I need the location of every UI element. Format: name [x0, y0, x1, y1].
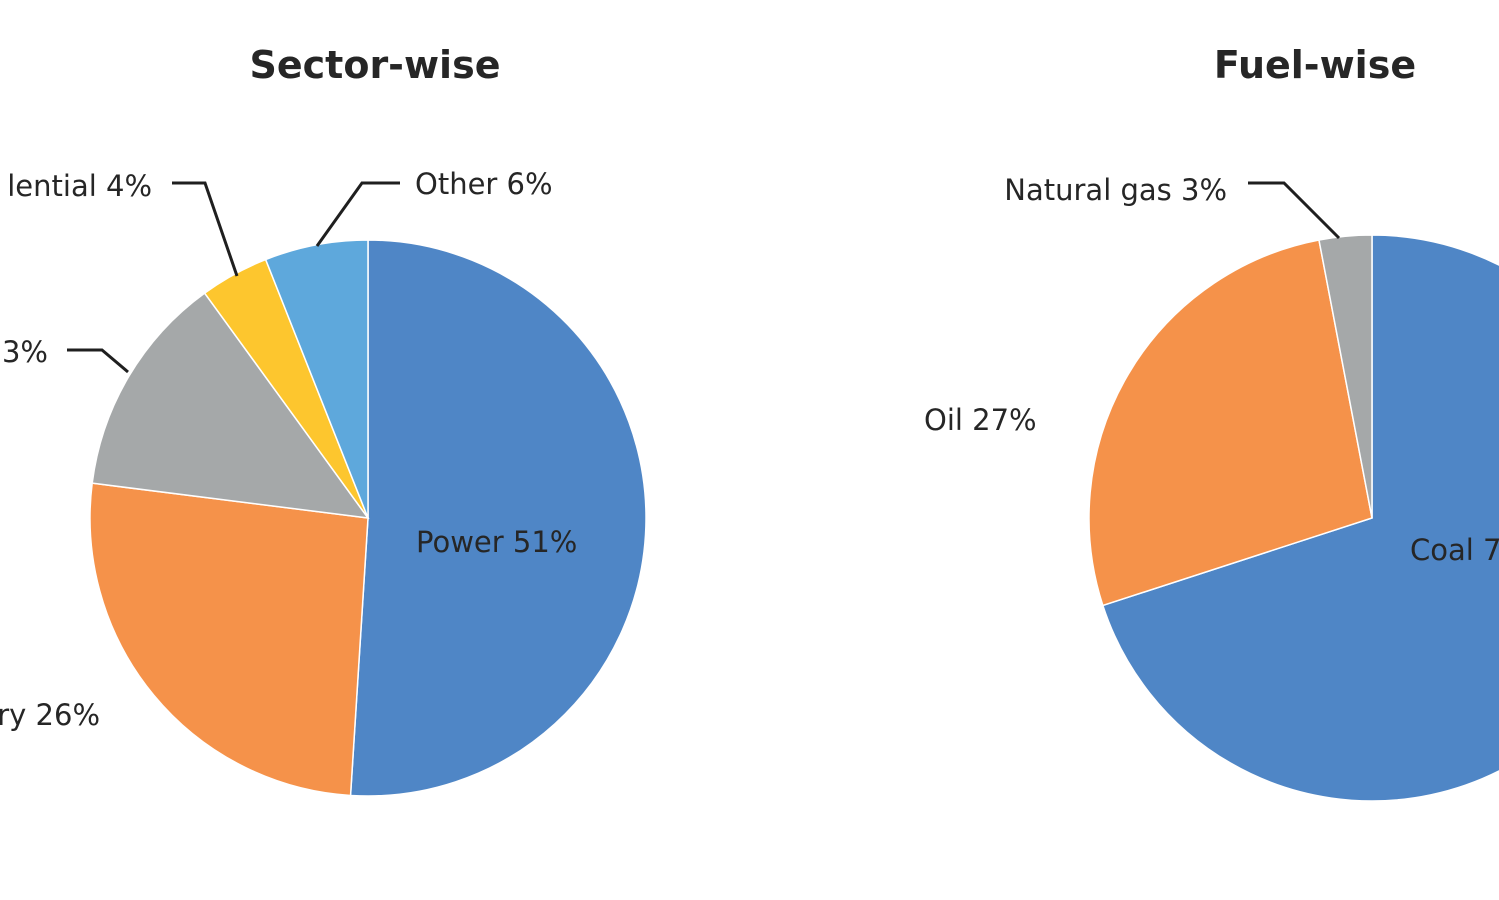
pie-slice-other	[264, 239, 369, 519]
third-slice-label: 3%	[2, 335, 48, 369]
fuel-wise-chart: Fuel-wise Coal 7 Oil 27% Natural gas 3%	[924, 43, 1499, 802]
pie-slice-coal	[1101, 234, 1499, 802]
sector-wise-pie	[89, 239, 647, 797]
residential-label: lential 4%	[7, 169, 152, 203]
fuel-wise-title: Fuel-wise	[1214, 43, 1416, 87]
fuel-wise-pie	[1088, 234, 1499, 802]
natural-gas-leader-line	[1248, 181, 1341, 240]
other-label: Other 6%	[415, 167, 553, 201]
pie-slice-power	[349, 239, 647, 797]
third-slice-leader-line	[67, 348, 129, 374]
other-leader-line	[315, 181, 400, 247]
pie-slice-third	[91, 292, 370, 519]
residential-leader-line	[172, 181, 239, 277]
sector-wise-title: Sector-wise	[250, 43, 501, 87]
power-label: Power 51%	[416, 525, 577, 559]
industry-label: ry 26%	[0, 698, 100, 732]
pie-slice-natural-gas	[1318, 234, 1373, 519]
oil-label: Oil 27%	[924, 403, 1037, 437]
sector-wise-chart: Sector-wise Power 51% ry 26% 3% lential …	[0, 43, 647, 797]
natural-gas-label: Natural gas 3%	[1004, 173, 1227, 207]
pie-slice-industry	[89, 482, 369, 797]
coal-label: Coal 7	[1410, 533, 1499, 567]
pie-slice-oil	[1088, 239, 1373, 607]
